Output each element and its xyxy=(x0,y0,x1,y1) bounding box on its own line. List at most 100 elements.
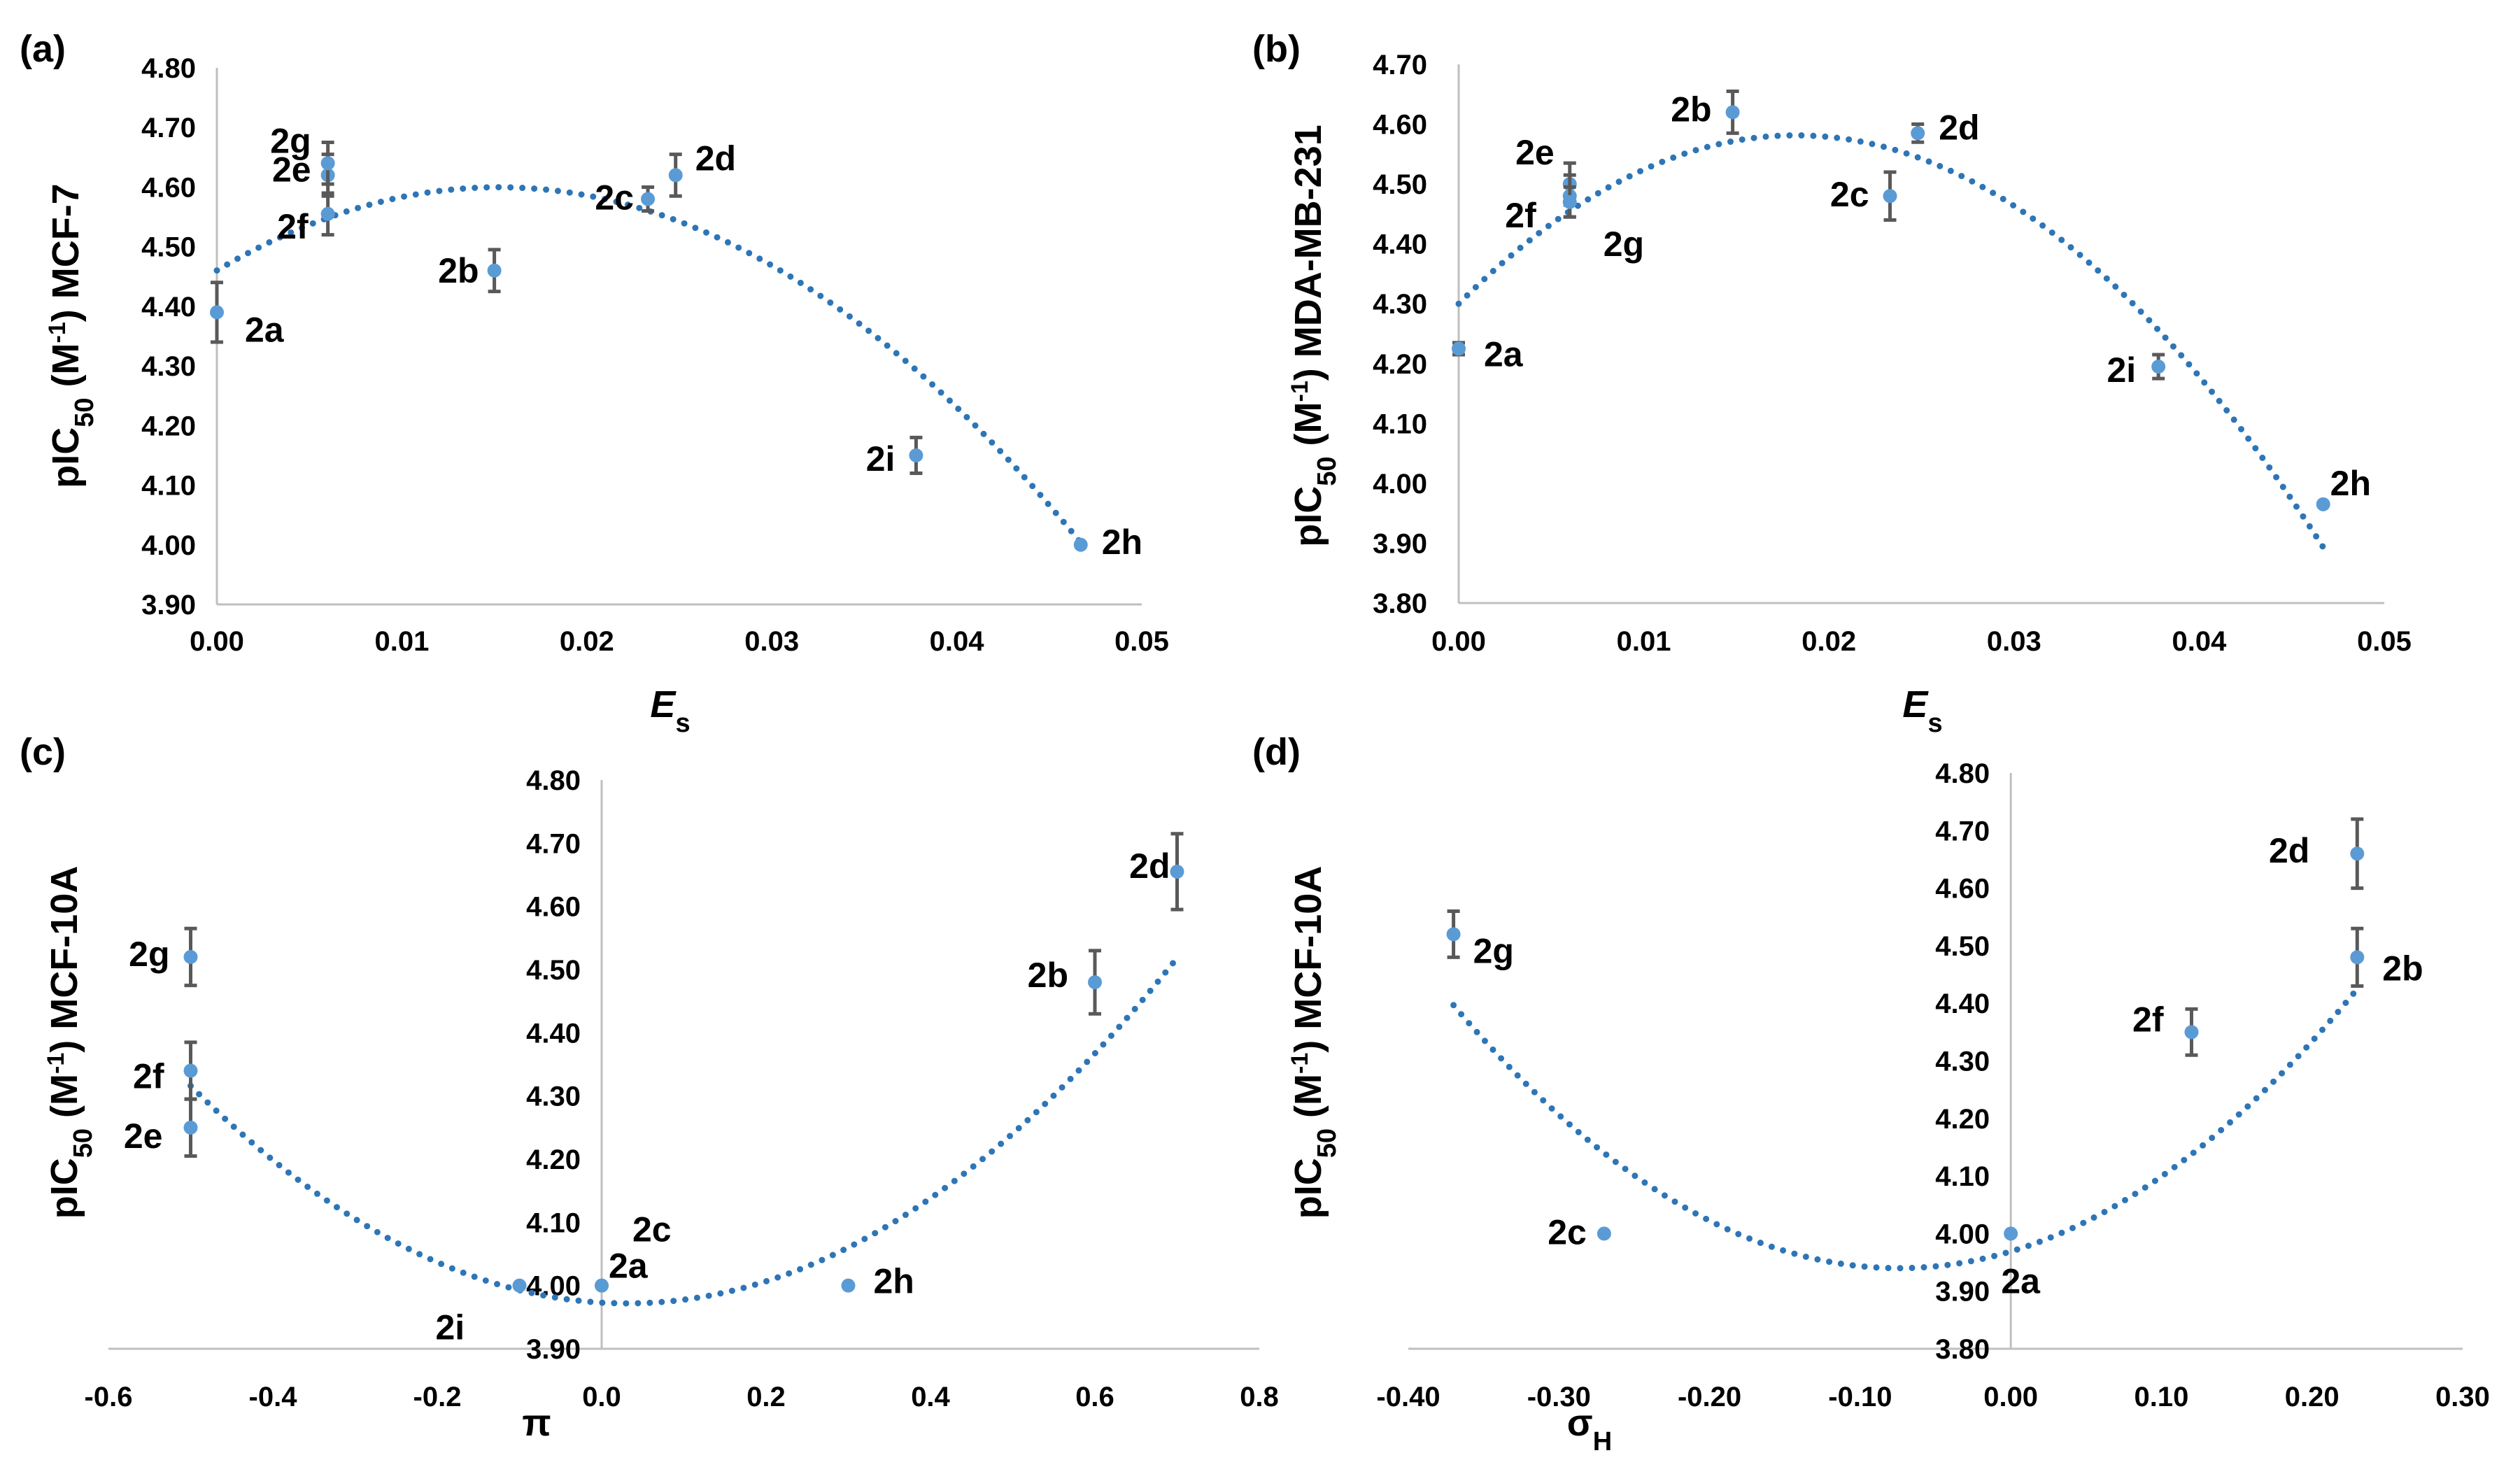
x-tick-label: 0.20 xyxy=(2285,1382,2340,1412)
data-point-2b xyxy=(487,263,502,278)
y-tick-label: 4.20 xyxy=(1935,1104,1990,1135)
x-tick-label: 0.00 xyxy=(1431,626,1486,657)
data-label-2b: 2b xyxy=(2382,949,2423,988)
y-tick-label: 3.90 xyxy=(141,590,196,621)
data-point-2i xyxy=(512,1278,527,1293)
y-axis-label: pIC50 (M-1) MCF-10A xyxy=(43,866,98,1219)
y-tick-label: 3.80 xyxy=(1935,1334,1990,1365)
data-label-2i: 2i xyxy=(2107,350,2136,390)
x-tick-label: -0.6 xyxy=(85,1382,133,1412)
data-point-2f xyxy=(320,206,335,221)
data-label-2f: 2f xyxy=(2132,1000,2164,1039)
panel-c: 3.904.004.104.204.304.404.504.604.704.80… xyxy=(20,731,1279,1444)
y-axis-label-superscript: -1 xyxy=(44,322,71,343)
y-tick-label: 4.40 xyxy=(141,292,196,323)
trendline xyxy=(1450,986,2360,1272)
y-axis-label-subscript: 50 xyxy=(69,1128,98,1158)
x-tick-label: 0.8 xyxy=(1240,1382,1279,1412)
data-label-2a: 2a xyxy=(245,310,285,349)
y-tick-label: 4.20 xyxy=(141,411,196,441)
panel-label: (a) xyxy=(20,28,66,70)
x-axis-label: π xyxy=(522,1402,551,1444)
data-label-2d: 2d xyxy=(2269,831,2309,870)
data-point-2c xyxy=(595,1278,609,1293)
data-point-2b xyxy=(1088,975,1102,990)
y-axis-label-subscript: 50 xyxy=(1312,456,1342,486)
data-label-2c: 2c xyxy=(1830,175,1869,214)
y-tick-label: 4.10 xyxy=(526,1207,581,1238)
data-point-2c xyxy=(1883,189,1897,204)
data-label-2a: 2a xyxy=(2001,1261,2041,1300)
y-tick-label: 4.10 xyxy=(1935,1161,1990,1192)
y-axis-label-unit: (M xyxy=(1287,402,1329,457)
y-tick-label: 4.70 xyxy=(1935,816,1990,846)
y-tick-label: 3.90 xyxy=(526,1334,581,1365)
trendline xyxy=(213,184,1084,546)
data-label-2c: 2c xyxy=(1548,1212,1587,1252)
x-tick-label: 0.00 xyxy=(1983,1382,2038,1412)
data-label-2b: 2b xyxy=(1028,956,1068,995)
y-tick-label: 4.40 xyxy=(1373,229,1427,260)
x-tick-label: 0.00 xyxy=(190,626,244,657)
data-label-2h: 2h xyxy=(874,1262,914,1301)
data-label-2f: 2f xyxy=(1505,196,1536,235)
data-label-2b: 2b xyxy=(438,251,479,290)
data-point-2g xyxy=(1446,927,1461,942)
x-tick-label: 0.04 xyxy=(2172,626,2227,657)
x-tick-label: 0.03 xyxy=(1987,626,2041,657)
y-tick-label: 4.60 xyxy=(526,892,581,923)
x-tick-label: -0.30 xyxy=(1527,1382,1591,1412)
y-axis-label-unit: (M xyxy=(43,1074,85,1128)
x-tick-label: 0.0 xyxy=(582,1382,621,1412)
y-tick-label: 4.40 xyxy=(526,1018,581,1049)
y-axis-label-unit: (M xyxy=(45,343,87,397)
x-tick-label: 0.04 xyxy=(930,626,985,657)
data-label-2i: 2i xyxy=(436,1308,465,1347)
data-point-2b xyxy=(1725,105,1740,120)
data-point-2b xyxy=(2350,950,2365,965)
y-tick-label: 4.00 xyxy=(141,530,196,561)
y-tick-label: 4.00 xyxy=(1373,469,1427,499)
y-axis-label-main: pIC xyxy=(1287,1158,1329,1219)
data-label-2g: 2g xyxy=(270,121,311,160)
x-tick-label: -0.10 xyxy=(1828,1382,1892,1412)
data-label-2e: 2e xyxy=(124,1117,163,1156)
y-tick-label: 4.80 xyxy=(526,765,581,796)
data-label-2e: 2e xyxy=(272,150,311,189)
data-label-2c: 2c xyxy=(632,1210,672,1249)
y-tick-label: 4.70 xyxy=(1373,50,1427,80)
panel-label: (c) xyxy=(20,731,66,773)
y-axis-label: pIC50 (M-1) MCF-10A xyxy=(1287,866,1342,1219)
x-tick-label: -0.20 xyxy=(1678,1382,1741,1412)
data-point-2d xyxy=(2350,846,2365,861)
y-tick-label: 4.10 xyxy=(141,471,196,502)
data-point-2g xyxy=(1562,194,1577,209)
data-point-2h xyxy=(1073,537,1088,552)
y-axis-label-cellline: ) MDA-MB-231 xyxy=(1287,125,1329,381)
y-tick-label: 4.30 xyxy=(526,1082,581,1112)
x-tick-label: 0.02 xyxy=(1801,626,1856,657)
data-point-2h xyxy=(841,1278,856,1293)
x-axis-label-main: π xyxy=(522,1402,551,1444)
x-axis-label-main: σ xyxy=(1567,1402,1593,1444)
y-axis-label-cellline: ) MCF-7 xyxy=(45,183,87,322)
data-point-2d xyxy=(1911,126,1925,141)
data-point-2i xyxy=(2151,360,2166,374)
data-point-2g xyxy=(183,949,198,964)
y-tick-label: 4.30 xyxy=(141,351,196,382)
trendline xyxy=(187,954,1180,1307)
data-label-2e: 2e xyxy=(1515,133,1555,172)
x-tick-label: -0.4 xyxy=(249,1382,298,1412)
y-tick-label: 4.50 xyxy=(526,955,581,986)
y-axis-label-cellline: ) MCF-10A xyxy=(43,866,85,1053)
x-tick-label: -0.40 xyxy=(1376,1382,1440,1412)
data-label-2c: 2c xyxy=(595,178,634,217)
data-point-2a xyxy=(210,305,224,320)
y-axis-label: pIC50 (M-1) MCF-7 xyxy=(44,183,99,488)
data-label-2f: 2f xyxy=(277,207,309,246)
x-tick-label: 0.10 xyxy=(2134,1382,2188,1412)
y-axis-label-superscript: -1 xyxy=(1287,381,1313,402)
y-tick-label: 4.60 xyxy=(141,172,196,203)
x-tick-label: 0.4 xyxy=(911,1382,950,1412)
x-tick-label: 0.01 xyxy=(1617,626,1671,657)
